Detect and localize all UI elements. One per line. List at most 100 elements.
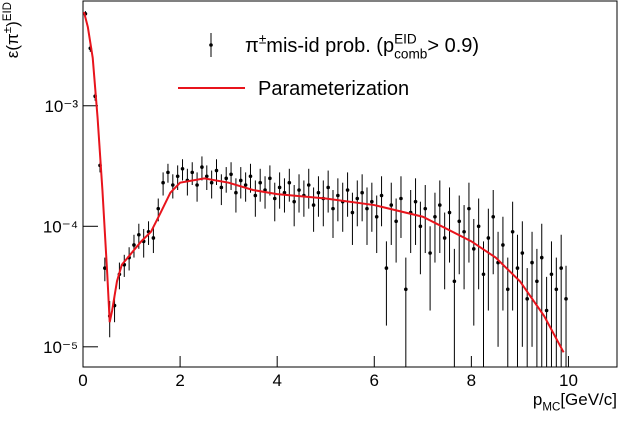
data-point: [287, 180, 292, 185]
data-point: [253, 193, 258, 198]
data-point: [234, 190, 238, 195]
data-point: [515, 266, 520, 270]
label-part: π: [245, 35, 259, 57]
data-point: [219, 185, 224, 190]
label-part: ): [3, 21, 22, 27]
data-point: [297, 188, 301, 192]
data-point: [486, 236, 491, 240]
x-tick-label: 4: [272, 371, 281, 390]
label-part: EID: [394, 32, 417, 47]
data-point: [539, 255, 544, 260]
data-point: [103, 266, 107, 270]
data-point: [224, 176, 229, 181]
data-point: [292, 199, 296, 204]
data-point: [180, 166, 185, 171]
fit-curve: [83, 11, 565, 353]
data-point: [471, 247, 476, 251]
data-point: [476, 224, 481, 229]
data-point: [161, 180, 165, 185]
x-tick-label: 6: [370, 371, 379, 390]
y-axis-label: ε(π±)EID: [2, 2, 22, 58]
data-point: [462, 230, 466, 234]
data-point: [248, 174, 253, 179]
label-part: MC: [542, 401, 560, 413]
data-point: [554, 287, 559, 292]
legend-label: Parameterization: [258, 78, 409, 100]
data-point: [399, 196, 403, 201]
data-point: [214, 168, 219, 173]
data-point: [423, 206, 428, 211]
data-point: [355, 196, 360, 201]
data-point: [389, 203, 394, 207]
data-point: [258, 180, 262, 185]
x-tick-label: 8: [467, 371, 476, 390]
data-point: [137, 232, 141, 237]
data-point: [549, 272, 554, 277]
data-point: [350, 210, 355, 215]
data-point: [277, 185, 282, 190]
y-tick-label: 10⁻⁴: [43, 217, 78, 236]
data-point: [200, 165, 204, 169]
data-point: [394, 219, 398, 224]
data-point: [243, 183, 248, 187]
data-point: [428, 251, 432, 255]
data-point: [379, 193, 384, 198]
plot-frame: [82, 0, 618, 368]
x-tick-label: 10: [559, 371, 578, 390]
data-point: [204, 174, 209, 179]
data-point: [190, 170, 195, 175]
data-point: [418, 224, 423, 229]
label-part: [GeV/c]: [560, 390, 617, 409]
x-tick-label: 0: [78, 371, 87, 390]
data-point: [156, 206, 161, 211]
label-part: EID: [2, 2, 14, 21]
data-point: [171, 183, 175, 187]
data-point: [510, 230, 515, 234]
data-point: [433, 214, 437, 219]
data-point: [306, 183, 311, 187]
data-point: [268, 176, 272, 181]
data-point: [272, 196, 277, 201]
data-point: [544, 308, 549, 313]
legend-marker: [209, 43, 213, 47]
data-point: [229, 172, 233, 177]
data-point: [336, 193, 340, 198]
label-part: p: [533, 390, 542, 409]
data-point: [447, 210, 452, 215]
label-part: mis-id prob. (p: [266, 35, 394, 57]
data-point: [457, 219, 462, 224]
plot-area: [83, 11, 568, 367]
data-point: [195, 183, 199, 187]
data-point: [467, 206, 471, 211]
data-point: [564, 297, 568, 301]
data-point: [442, 236, 447, 240]
data-point: [520, 251, 525, 255]
data-point: [452, 279, 457, 284]
data-point: [311, 203, 316, 207]
x-tick-label: 2: [175, 371, 184, 390]
data-point: [413, 199, 418, 204]
data-point: [360, 190, 364, 195]
data-point: [505, 287, 510, 292]
data-point: [365, 206, 369, 211]
data-point: [370, 199, 374, 204]
data-point: [530, 260, 534, 265]
data-point: [316, 190, 321, 195]
y-tick-label: 10⁻⁵: [43, 338, 78, 357]
data-point: [374, 214, 379, 219]
data-point: [491, 214, 496, 219]
data-point: [132, 243, 136, 247]
data-point: [209, 180, 214, 185]
data-point: [535, 279, 539, 284]
x-axis-label: p MC [GeV/c]: [533, 390, 617, 413]
data-point: [345, 188, 350, 192]
data-point: [438, 203, 442, 207]
data-point: [501, 243, 505, 247]
data-point: [326, 185, 330, 190]
data-point: [238, 178, 243, 183]
data-point: [166, 170, 170, 175]
data-point: [525, 297, 529, 301]
label-part: > 0.9): [427, 35, 479, 57]
